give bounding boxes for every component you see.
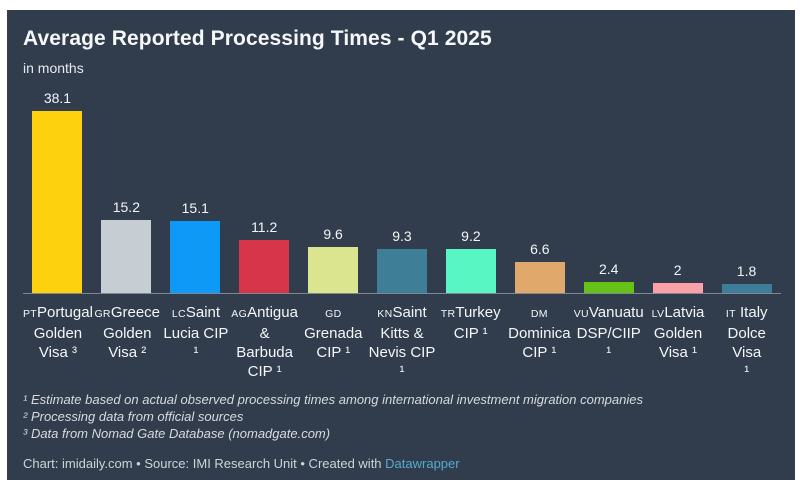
bar-column: 11.2 [230,218,299,293]
country-code-badge: AG [231,308,248,320]
bar-value-label: 2.4 [598,260,619,277]
datawrapper-link[interactable]: Datawrapper [385,456,460,471]
chart-card: Average Reported Processing Times - Q1 2… [7,10,795,480]
bar-column: 9.6 [299,225,368,293]
bar-it[interactable] [721,284,772,293]
bar-vu[interactable] [583,281,634,293]
country-code-badge: LV [651,308,665,320]
footnote-2: ² Processing data from official sources [23,409,244,424]
x-axis-labels: PTPortugal Golden Visa ³ GRGreece Golden Visa… [23,303,781,381]
chart-subtitle: in months [23,60,84,76]
bar-pt[interactable] [32,111,83,293]
bar-tr[interactable] [445,249,496,293]
footnotes: ¹ Estimate based on actual observed proc… [23,391,781,442]
country-code-badge: VU [573,308,589,320]
country-code-badge: LC [171,308,186,320]
bar-column: 15.1 [161,199,230,293]
category-label: DM Dominica CIP ¹ [508,308,571,361]
bar-gr[interactable] [101,220,152,293]
category-label: PTPortugal Golden Visa ³ [23,304,93,361]
category-label: GRGreece Golden Visa ² [94,304,161,361]
country-code-badge: PT [23,308,38,320]
attribution-line: Chart: imidaily.com • Source: IMI Resear… [23,455,781,472]
bar-column: 1.8 [712,262,781,293]
category-label: KNSaint Kitts & Nevis CIP ¹ [368,304,436,380]
bar-value-label: 9.6 [323,226,343,243]
bar-gd[interactable] [308,247,359,293]
category-label: IT Italy Dolce Visa ¹ [725,304,768,380]
category-label: TRTurkey CIP ¹ [440,304,501,342]
bar-value-label: 1.8 [736,263,757,280]
country-code-badge: DM [530,308,548,320]
country-code-badge: TR [440,308,456,320]
category-label: LCSaint Lucia CIP ¹ [163,304,229,361]
bar-column: 9.2 [436,227,505,293]
bar-column: 6.6 [505,240,574,293]
footnote-3: ³ Data from Nomad Gate Database (nomadga… [23,426,331,441]
country-code-badge: IT [725,308,736,320]
category-label: AGAntigua & Barbuda CIP ¹ [231,304,298,380]
bar-kn[interactable] [376,248,427,293]
plot-area: 38.1 15.2 15.1 11.2 9.6 9.3 9.2 6.6 2.4 2 1.8 [23,89,781,294]
bar-column: 38.1 [23,89,92,293]
country-code-badge: GR [94,308,111,320]
bar-value-label: 9.3 [392,227,412,244]
bar-value-label: 38.1 [43,90,72,106]
category-label: VUVanuatu DSP/CIIP ¹ [573,304,644,361]
country-code-badge: GD [325,308,342,320]
category-label: LVLatvia Golden Visa ¹ [651,304,705,361]
bar-lc[interactable] [170,220,221,293]
bar-column: 2.4 [574,260,643,293]
bar-column: 15.2 [92,198,161,293]
bar-chart: 38.1 15.2 15.1 11.2 9.6 9.3 9.2 6.6 2.4 2 1.8 PTPo… [23,89,781,381]
bar-ag[interactable] [239,239,290,293]
bar-value-label: 11.2 [251,218,278,235]
bar-value-label: 9.2 [461,228,481,245]
footnote-1: ¹ Estimate based on actual observed proc… [23,392,643,407]
bar-column: 2 [643,261,712,293]
attribution-text: Chart: imidaily.com • Source: IMI Resear… [23,456,386,471]
bar-value-label: 15.1 [181,199,209,216]
bar-value-label: 15.2 [112,199,140,216]
category-label: GD Grenada CIP ¹ [304,308,363,361]
bar-value-label: 6.6 [530,240,550,257]
chart-title: Average Reported Processing Times - Q1 2… [23,27,492,50]
bar-value-label: 2 [673,262,682,279]
bar-dm[interactable] [514,261,565,293]
bar-lv[interactable] [652,283,703,293]
country-code-badge: KN [377,308,393,320]
bar-column: 9.3 [368,227,437,293]
